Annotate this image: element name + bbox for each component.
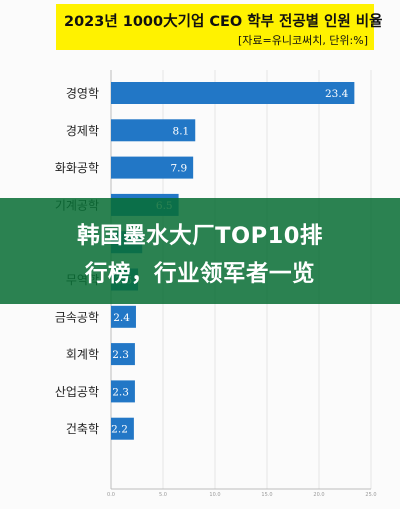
- bar: [111, 305, 136, 328]
- category-label: 회계학: [66, 348, 99, 362]
- chart-subtitle: [자료=유니코써치, 단위:%]: [237, 34, 368, 47]
- x-tick-label: 25.0: [365, 492, 376, 498]
- bar-value-label: 2.3: [112, 349, 129, 361]
- bar: [111, 156, 194, 179]
- headline-line-1: 韩国墨水大厂TOP10排: [77, 223, 323, 249]
- bar-value-label: 8.1: [173, 125, 190, 137]
- category-label: 화화공학: [55, 161, 99, 175]
- bar-value-label: 2.2: [111, 424, 128, 436]
- bar-value-label: 7.9: [170, 163, 187, 175]
- title-banner: 2023년 1000大기업 CEO 학부 전공별 인원 비율 [자료=유니코써치…: [56, 4, 382, 50]
- bar: [111, 82, 355, 104]
- bar-value-label: 23.4: [325, 88, 349, 100]
- bar: [111, 119, 196, 142]
- category-label: 경제학: [66, 124, 99, 138]
- x-tick-label: 5.0: [159, 492, 167, 498]
- bar: [111, 417, 134, 440]
- x-tick-label: 15.0: [261, 492, 272, 498]
- bar: [111, 343, 135, 366]
- bar-value-label: 2.4: [113, 312, 130, 324]
- category-label: 건축학: [66, 422, 99, 436]
- bar: [111, 380, 135, 403]
- category-label: 경영학: [66, 87, 99, 101]
- headline-line-2: 行榜，行业领军者一览: [84, 261, 315, 287]
- x-tick-label: 20.0: [313, 492, 324, 498]
- chart-title: 2023년 1000大기업 CEO 학부 전공별 인원 비율: [64, 14, 383, 30]
- x-tick-label: 10.0: [209, 492, 220, 498]
- category-label: 산업공학: [55, 385, 99, 399]
- bar-value-label: 2.3: [112, 386, 129, 398]
- headline-overlay: 韩国墨水大厂TOP10排 行榜，行业领军者一览: [0, 198, 400, 304]
- x-tick-label: 0.0: [107, 492, 115, 498]
- category-label: 금속공학: [55, 310, 99, 324]
